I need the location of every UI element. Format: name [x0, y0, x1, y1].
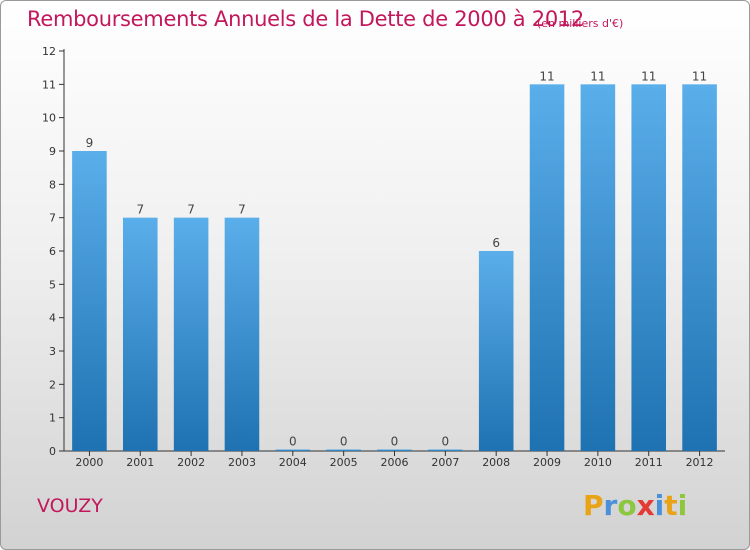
logo-letter: o — [617, 489, 637, 522]
y-tick-label: 4 — [49, 312, 56, 325]
bar-2000 — [72, 151, 107, 451]
data-label: 0 — [442, 435, 450, 449]
bar-2006 — [377, 449, 412, 451]
bar-2002 — [173, 217, 209, 451]
unit-note: (en milliers d'€) — [537, 17, 624, 30]
x-tick-label: 2007 — [431, 456, 459, 469]
bar-2008 — [478, 251, 514, 451]
data-label: 11 — [539, 69, 554, 83]
y-tick-label: 11 — [42, 78, 56, 91]
y-tick-label: 7 — [49, 212, 56, 225]
x-tick-label: 2008 — [482, 456, 510, 469]
logo-letter: i — [677, 489, 688, 522]
logo-letter: i — [654, 489, 665, 522]
data-label: 11 — [641, 69, 656, 83]
bar-2001 — [122, 217, 158, 451]
data-label: 7 — [238, 203, 246, 217]
bar-2009 — [529, 84, 565, 451]
data-label: 11 — [692, 69, 707, 83]
x-tick-label: 2004 — [279, 456, 307, 469]
x-tick-label: 2009 — [533, 456, 561, 469]
y-tick-label: 3 — [49, 345, 56, 358]
x-tick-label: 2000 — [75, 456, 103, 469]
proxiti-logo: Proxiti — [583, 489, 687, 522]
bar-2011 — [631, 84, 667, 451]
data-label: 0 — [289, 435, 297, 449]
x-tick-label: 2005 — [330, 456, 358, 469]
x-tick-label: 2010 — [584, 456, 612, 469]
x-tick-label: 2002 — [177, 456, 205, 469]
y-tick-label: 10 — [42, 112, 56, 125]
data-label: 0 — [340, 435, 348, 449]
bar-2004 — [275, 449, 311, 451]
logo-letter: r — [603, 489, 618, 522]
x-tick-label: 2006 — [381, 456, 409, 469]
bar-2005 — [326, 449, 361, 451]
bar-2010 — [580, 84, 616, 451]
x-tick-label: 2001 — [126, 456, 154, 469]
y-tick-label: 6 — [49, 245, 56, 258]
logo-letter: P — [583, 489, 604, 522]
bar-2007 — [428, 449, 463, 451]
y-tick-label: 9 — [49, 145, 56, 158]
y-tick-label: 5 — [49, 278, 56, 291]
x-tick-label: 2011 — [635, 456, 663, 469]
data-label: 7 — [187, 203, 195, 217]
data-label: 11 — [590, 69, 605, 83]
x-tick-label: 2003 — [228, 456, 256, 469]
data-label: 9 — [86, 136, 94, 150]
y-tick-label: 8 — [49, 178, 56, 191]
bar-2012 — [682, 84, 717, 451]
logo-letter: t — [664, 489, 678, 522]
y-tick-label: 0 — [49, 445, 56, 458]
logo-letter: x — [636, 489, 655, 522]
y-tick-label: 2 — [49, 378, 56, 391]
data-label: 7 — [136, 203, 144, 217]
y-tick-label: 1 — [49, 412, 56, 425]
y-tick-label: 12 — [42, 45, 56, 58]
chart-title: Remboursements Annuels de la Dette de 20… — [27, 7, 584, 31]
data-label: 6 — [492, 236, 500, 250]
commune-name: VOUZY — [37, 495, 103, 517]
data-label: 0 — [391, 435, 399, 449]
bar-2003 — [224, 217, 260, 451]
x-tick-label: 2012 — [686, 456, 714, 469]
